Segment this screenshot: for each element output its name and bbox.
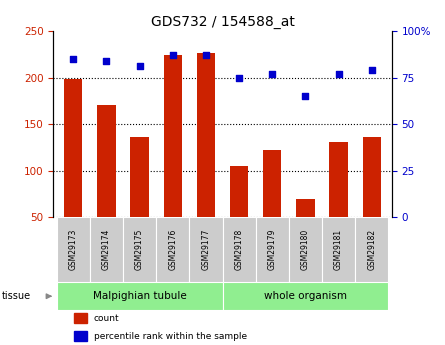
Bar <box>74 331 87 341</box>
Text: whole organism: whole organism <box>264 291 347 301</box>
Text: percentile rank within the sample: percentile rank within the sample <box>94 332 247 341</box>
Bar <box>156 217 189 282</box>
Bar <box>130 137 149 217</box>
Bar <box>57 217 90 282</box>
Text: Malpighian tubule: Malpighian tubule <box>93 291 186 301</box>
Text: GSM29174: GSM29174 <box>102 229 111 270</box>
Point <box>335 71 342 77</box>
Title: GDS732 / 154588_at: GDS732 / 154588_at <box>150 14 295 29</box>
Text: GSM29173: GSM29173 <box>69 229 78 270</box>
Bar <box>289 217 322 282</box>
Bar <box>123 217 156 282</box>
Text: GSM29182: GSM29182 <box>367 229 376 270</box>
Bar <box>256 217 289 282</box>
Bar <box>74 313 87 323</box>
Point <box>302 93 309 99</box>
Text: GSM29178: GSM29178 <box>235 229 243 270</box>
Point <box>202 52 210 58</box>
Text: GSM29180: GSM29180 <box>301 229 310 270</box>
Bar <box>222 217 256 282</box>
Bar <box>329 142 348 217</box>
Text: GSM29175: GSM29175 <box>135 229 144 270</box>
Bar <box>197 53 215 217</box>
Point <box>70 56 77 62</box>
Point <box>368 67 375 73</box>
Bar <box>355 217 388 282</box>
Point <box>235 75 243 80</box>
Point <box>169 52 176 58</box>
Point <box>136 63 143 69</box>
Bar <box>164 55 182 217</box>
Bar <box>222 282 388 310</box>
Text: GSM29176: GSM29176 <box>168 229 177 270</box>
Text: tissue: tissue <box>2 291 31 301</box>
Bar <box>296 198 315 217</box>
Text: GSM29179: GSM29179 <box>268 229 277 270</box>
Bar <box>322 217 355 282</box>
Bar <box>263 150 281 217</box>
Bar <box>363 137 381 217</box>
Bar <box>90 217 123 282</box>
Text: GSM29177: GSM29177 <box>202 229 210 270</box>
Text: count: count <box>94 314 120 323</box>
Bar <box>189 217 222 282</box>
Point <box>103 58 110 63</box>
Text: GSM29181: GSM29181 <box>334 229 343 270</box>
Point <box>269 71 276 77</box>
Bar <box>97 106 116 217</box>
Bar <box>64 79 82 217</box>
Bar <box>230 166 248 217</box>
Bar <box>57 282 222 310</box>
